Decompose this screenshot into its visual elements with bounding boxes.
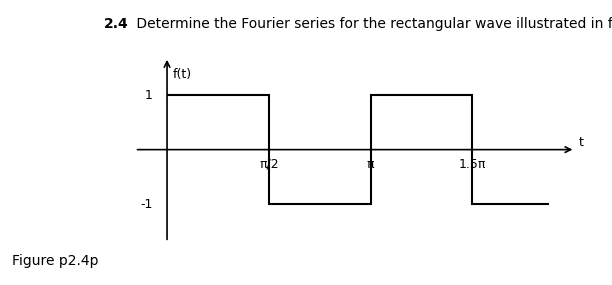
Text: π: π [367, 158, 375, 171]
Text: t: t [578, 136, 583, 149]
Text: Figure p2.4p: Figure p2.4p [12, 254, 99, 268]
Text: π/2: π/2 [259, 158, 278, 171]
Text: 2.4: 2.4 [104, 17, 129, 31]
Text: -1: -1 [140, 198, 153, 211]
Text: 1.5π: 1.5π [459, 158, 486, 171]
Text: f(t): f(t) [172, 68, 192, 81]
Text: 1: 1 [145, 89, 153, 102]
Text: Determine the Fourier series for the rectangular wave illustrated in figure 2.4p: Determine the Fourier series for the rec… [132, 17, 612, 31]
